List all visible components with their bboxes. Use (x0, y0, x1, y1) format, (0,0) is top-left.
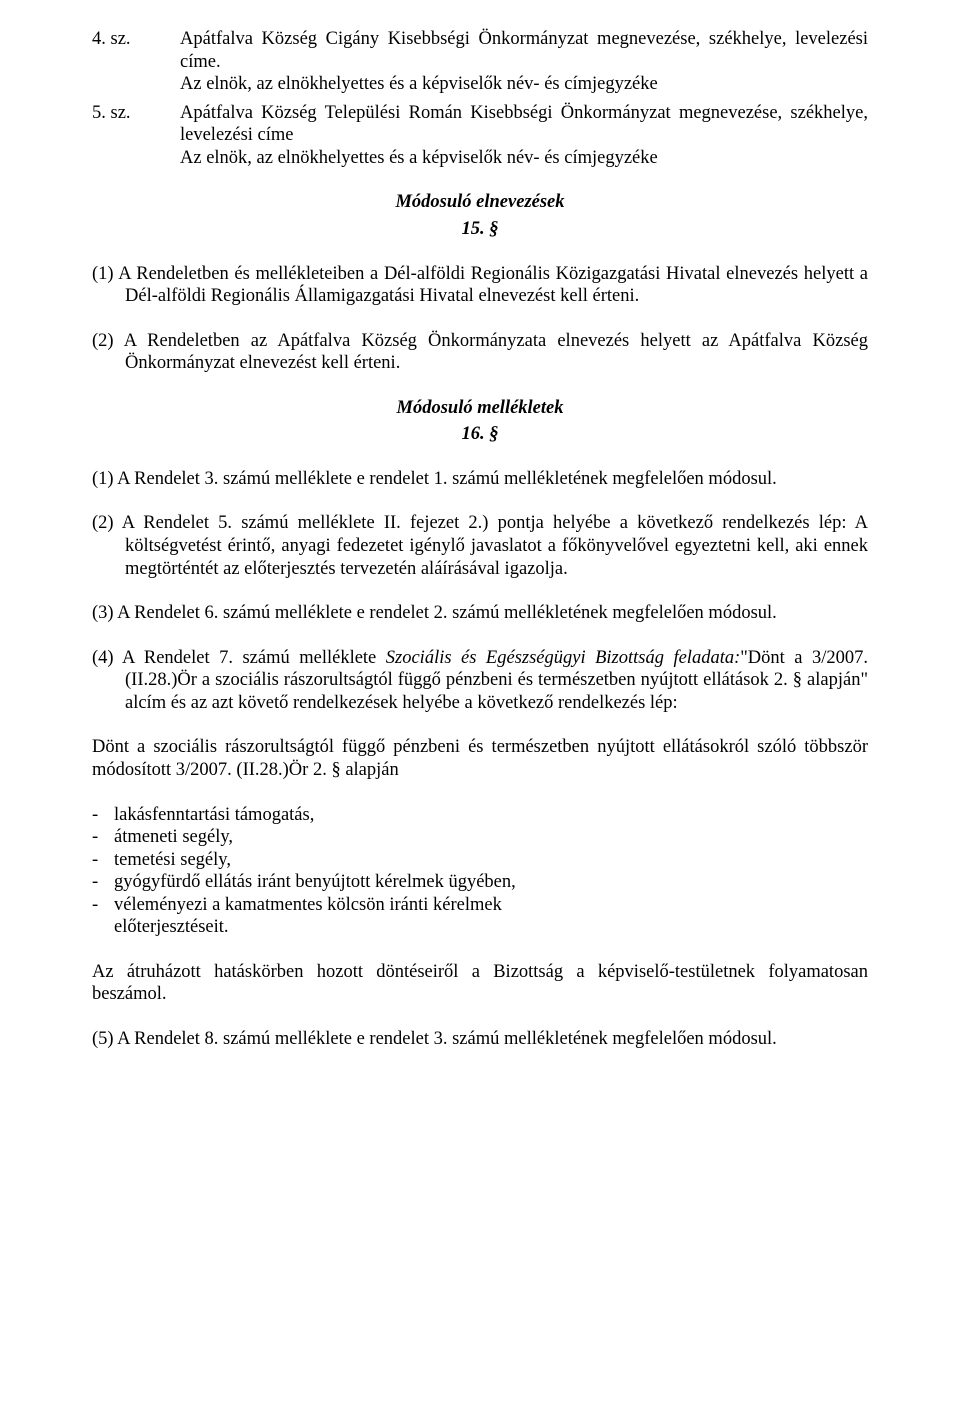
paragraph-atruhazott: Az átruházott hatáskörben hozott döntése… (92, 961, 868, 1006)
list-item-text: gyógyfürdő ellátás iránt benyújtott kére… (114, 871, 868, 894)
list-item: - átmeneti segély, (92, 826, 868, 849)
paragraph-16-4-emphasis: Szociális és Egészségügyi Bizottság fela… (386, 648, 740, 668)
item-line1: Apátfalva Község Cigány Kisebbségi Önkor… (180, 29, 868, 72)
item-line1: Apátfalva Község Települési Román Kisebb… (180, 103, 868, 146)
list-tail: előterjesztéseit. (92, 916, 868, 939)
item-number: 5. sz. (92, 102, 180, 170)
numbered-item-5: 5. sz. Apátfalva Község Települési Román… (92, 102, 868, 170)
list-item: - temetési segély, (92, 849, 868, 872)
paragraph-16-5: (5) A Rendelet 8. számú melléklete e ren… (92, 1028, 868, 1051)
dash-icon: - (92, 849, 114, 872)
bullet-list: - lakásfenntartási támogatás, - átmeneti… (92, 804, 868, 939)
item-number: 4. sz. (92, 28, 180, 96)
list-item-text: véleményezi a kamatmentes kölcsön iránti… (114, 894, 868, 917)
heading-modosulo-elnevezesek: Módosuló elnevezések (92, 191, 868, 214)
paragraph-16-3: (3) A Rendelet 6. számú melléklete e ren… (92, 602, 868, 625)
paragraph-16-4: (4) A Rendelet 7. számú melléklete Szoci… (92, 647, 868, 715)
item-line2: Az elnök, az elnökhelyettes és a képvise… (180, 148, 658, 168)
dash-icon: - (92, 826, 114, 849)
dash-icon: - (92, 804, 114, 827)
paragraph-16-2: (2) A Rendelet 5. számú melléklete II. f… (92, 512, 868, 580)
paragraph-15-2: (2) A Rendeletben az Apátfalva Község Ön… (92, 330, 868, 375)
dash-icon: - (92, 894, 114, 917)
list-item: - gyógyfürdő ellátás iránt benyújtott ké… (92, 871, 868, 894)
numbered-item-4: 4. sz. Apátfalva Község Cigány Kisebbség… (92, 28, 868, 96)
paragraph-15-1: (1) A Rendeletben és mellékleteiben a Dé… (92, 263, 868, 308)
dash-icon: - (92, 871, 114, 894)
paragraph-dont: Dönt a szociális rászorultságtól függő p… (92, 736, 868, 781)
list-item-text: temetési segély, (114, 849, 868, 872)
heading-modosulo-mellekletek: Módosuló mellékletek (92, 397, 868, 420)
list-item: - véleményezi a kamatmentes kölcsön irán… (92, 894, 868, 917)
list-item-text: lakásfenntartási támogatás, (114, 804, 868, 827)
item-line2: Az elnök, az elnökhelyettes és a képvise… (180, 74, 658, 94)
paragraph-16-1: (1) A Rendelet 3. számú melléklete e ren… (92, 468, 868, 491)
list-item: - lakásfenntartási támogatás, (92, 804, 868, 827)
paragraph-16-4-prefix: (4) A Rendelet 7. számú melléklete (92, 648, 386, 668)
section-number-16: 16. § (92, 423, 868, 446)
section-number-15: 15. § (92, 218, 868, 241)
list-item-text: átmeneti segély, (114, 826, 868, 849)
item-text: Apátfalva Község Települési Román Kisebb… (180, 102, 868, 170)
item-text: Apátfalva Község Cigány Kisebbségi Önkor… (180, 28, 868, 96)
